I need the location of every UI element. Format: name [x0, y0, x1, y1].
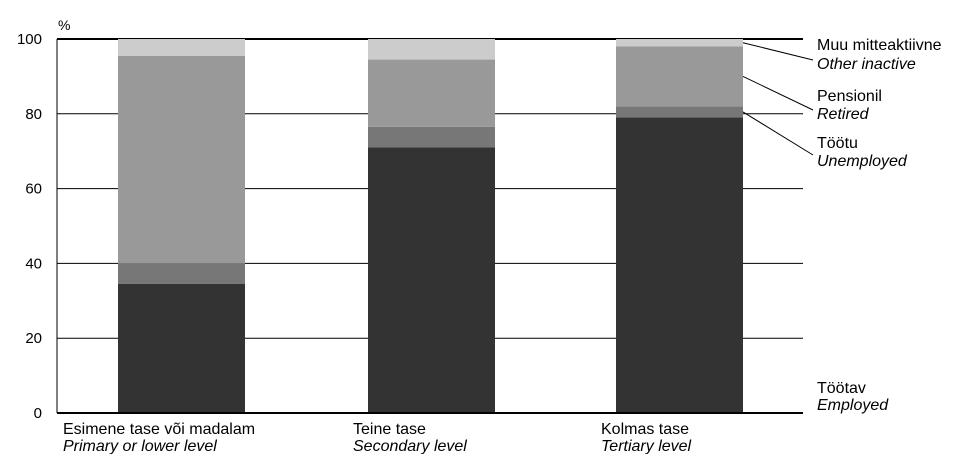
x-category-label-en: Secondary level [353, 438, 467, 454]
bar-segment [616, 39, 743, 47]
y-tick-label: 100 [17, 31, 42, 48]
bar-segment [616, 117, 743, 413]
x-category-label: Kolmas tase [601, 421, 689, 438]
legend-label: Töötav [817, 380, 866, 397]
y-tick-label: 0 [34, 405, 42, 422]
bar-segment [118, 263, 245, 284]
y-tick-labels: 0 20 40 60 80 100 [17, 31, 42, 422]
bar-segment [368, 126, 495, 148]
legend-leader-line [742, 42, 814, 61]
bar-segment [616, 46, 743, 107]
bar-segment [616, 106, 743, 118]
legend-leader-line [742, 111, 814, 156]
x-category-label: Teine tase [353, 421, 426, 438]
bar-segment [118, 55, 245, 264]
x-category-label-en: Primary or lower level [63, 438, 217, 454]
y-tick-label: 80 [25, 106, 42, 123]
x-category-label: Esimene tase või madalam [63, 421, 255, 438]
y-tick-label: 40 [25, 255, 42, 272]
legend-label-en: Retired [817, 106, 870, 123]
legend: Muu mitteaktiivne Other inactive Pensionil… [742, 37, 942, 414]
legend-leader-line [742, 75, 814, 111]
bar-segment [118, 283, 245, 413]
bars [118, 39, 743, 413]
bar-segment [368, 147, 495, 413]
legend-label: Pensionil [817, 88, 882, 105]
legend-label-en: Employed [817, 397, 889, 414]
bar-segment [368, 39, 495, 60]
x-category-label-en: Tertiary level [601, 438, 692, 454]
legend-label: Töötu [817, 135, 858, 152]
legend-label: Muu mitteaktiivne [817, 37, 942, 54]
y-unit-label: % [58, 17, 70, 33]
y-tick-label: 60 [25, 181, 42, 198]
legend-label-en: Unemployed [817, 153, 908, 170]
legend-label-en: Other inactive [817, 56, 916, 73]
bar-segment [118, 39, 245, 56]
y-tick-label: 20 [25, 330, 42, 347]
bar-segment [368, 59, 495, 127]
axes [56, 39, 803, 414]
